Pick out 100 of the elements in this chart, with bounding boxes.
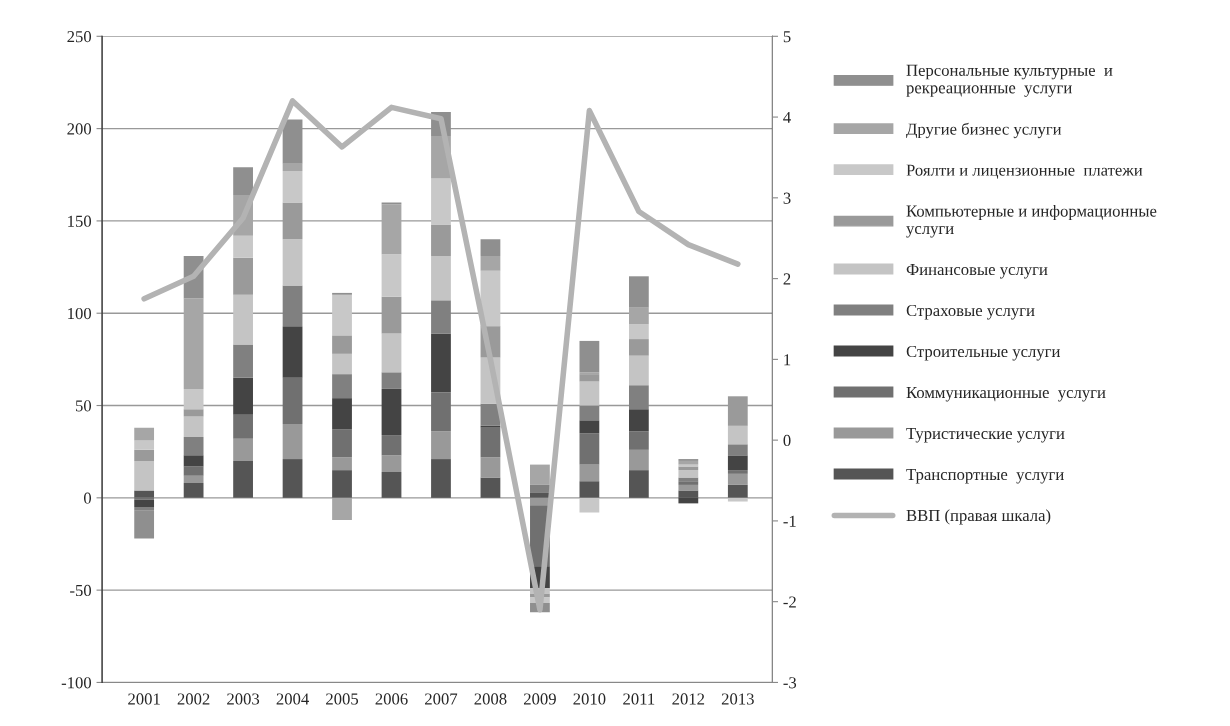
bar [183, 455, 204, 467]
bar [480, 427, 501, 458]
y-tick-label: 250 [67, 31, 92, 43]
y-tick-label: 150 [68, 215, 92, 227]
legend-label: Персональные культурные и рекреационные услуги [906, 64, 1113, 97]
legend-label: Строительные услуги [906, 345, 1061, 361]
bar [282, 423, 303, 460]
bar [282, 239, 303, 286]
bar [727, 484, 748, 498]
bar [134, 427, 155, 441]
bar [381, 254, 402, 297]
legend-label: ВВП (правая шкала) [906, 509, 1051, 525]
bar [480, 477, 501, 498]
bar [183, 466, 204, 476]
bar [134, 460, 155, 491]
bar [431, 392, 451, 432]
bar [233, 167, 253, 196]
bar [183, 483, 204, 498]
bar [628, 409, 649, 432]
bar [134, 499, 155, 508]
x-tick-label: 2004 [276, 693, 309, 705]
bar [381, 471, 402, 498]
bar [332, 457, 352, 471]
bar [579, 420, 600, 434]
bar [332, 294, 352, 336]
y-tick-label: -50 [70, 584, 92, 597]
legend-label: Другие бизнес услуги [906, 122, 1062, 139]
bar [727, 473, 748, 485]
y2-tick-label: 0 [783, 434, 791, 447]
bar [628, 339, 649, 356]
x-tick-label: 2010 [573, 693, 606, 705]
legend-label: Компьютерные и информационные услуги [906, 204, 1157, 238]
bar [530, 484, 550, 493]
bar [431, 459, 451, 498]
bar [480, 457, 501, 478]
bar [233, 438, 253, 461]
bar [628, 324, 649, 340]
x-tick-label: 2012 [672, 693, 705, 705]
x-tick-label: 2001 [128, 693, 160, 705]
bar [480, 255, 501, 271]
y-tick-label: 50 [75, 400, 92, 412]
y2-tick-label: -1 [783, 515, 796, 527]
bar [579, 381, 600, 406]
y2-tick-label: 4 [783, 111, 791, 123]
bar [727, 455, 748, 471]
bar [727, 425, 748, 445]
bar [431, 431, 451, 460]
legend-label: Транспортные услуги [906, 469, 1064, 484]
y-tick-label: 200 [67, 123, 92, 135]
bar [183, 409, 204, 417]
y2-tick-label: -3 [783, 677, 797, 689]
bar [332, 335, 352, 354]
bar [332, 353, 352, 375]
bar [282, 459, 303, 498]
y2-tick-label: 1 [784, 354, 791, 366]
bar [183, 475, 204, 484]
bar [381, 372, 402, 389]
bar [530, 464, 550, 485]
bar [183, 416, 204, 437]
bar [431, 333, 451, 393]
bar [678, 484, 699, 491]
y2-tick-label: -2 [783, 596, 796, 608]
bar [233, 257, 253, 295]
legend-label: Туристические услуги [906, 428, 1065, 443]
bar [431, 224, 451, 256]
bar [678, 470, 699, 478]
x-tick-label: 2011 [623, 693, 655, 705]
bar [628, 431, 649, 450]
bar [282, 285, 303, 327]
bar [183, 298, 204, 389]
bar [332, 374, 352, 399]
bar [233, 344, 253, 378]
bar [678, 497, 699, 504]
legend-label: Страховые услуги [906, 304, 1035, 320]
bar [282, 326, 303, 378]
x-tick-label: 2013 [721, 693, 754, 705]
bar [233, 235, 253, 258]
bar [134, 449, 155, 461]
bar [579, 464, 600, 482]
bar [233, 377, 253, 415]
bar [381, 455, 402, 472]
bar [480, 239, 501, 256]
bar [431, 178, 451, 225]
bar [579, 481, 600, 498]
bar [678, 490, 699, 498]
bar [282, 163, 303, 172]
x-tick-label: 2003 [227, 693, 260, 705]
bar [579, 433, 600, 465]
x-tick-label: 2006 [375, 693, 408, 705]
bar [134, 510, 155, 539]
x-tick-label: 2002 [177, 693, 210, 705]
bar [332, 497, 352, 520]
bar [727, 444, 748, 456]
bar [727, 470, 748, 474]
bar [579, 497, 600, 513]
bar [579, 340, 600, 373]
legend-label: Коммуникационные услуги [906, 387, 1106, 402]
legend-label: Роялти и лицензионные платежи [906, 164, 1143, 179]
y2-tick-label: 3 [783, 192, 791, 204]
bar [381, 435, 402, 456]
